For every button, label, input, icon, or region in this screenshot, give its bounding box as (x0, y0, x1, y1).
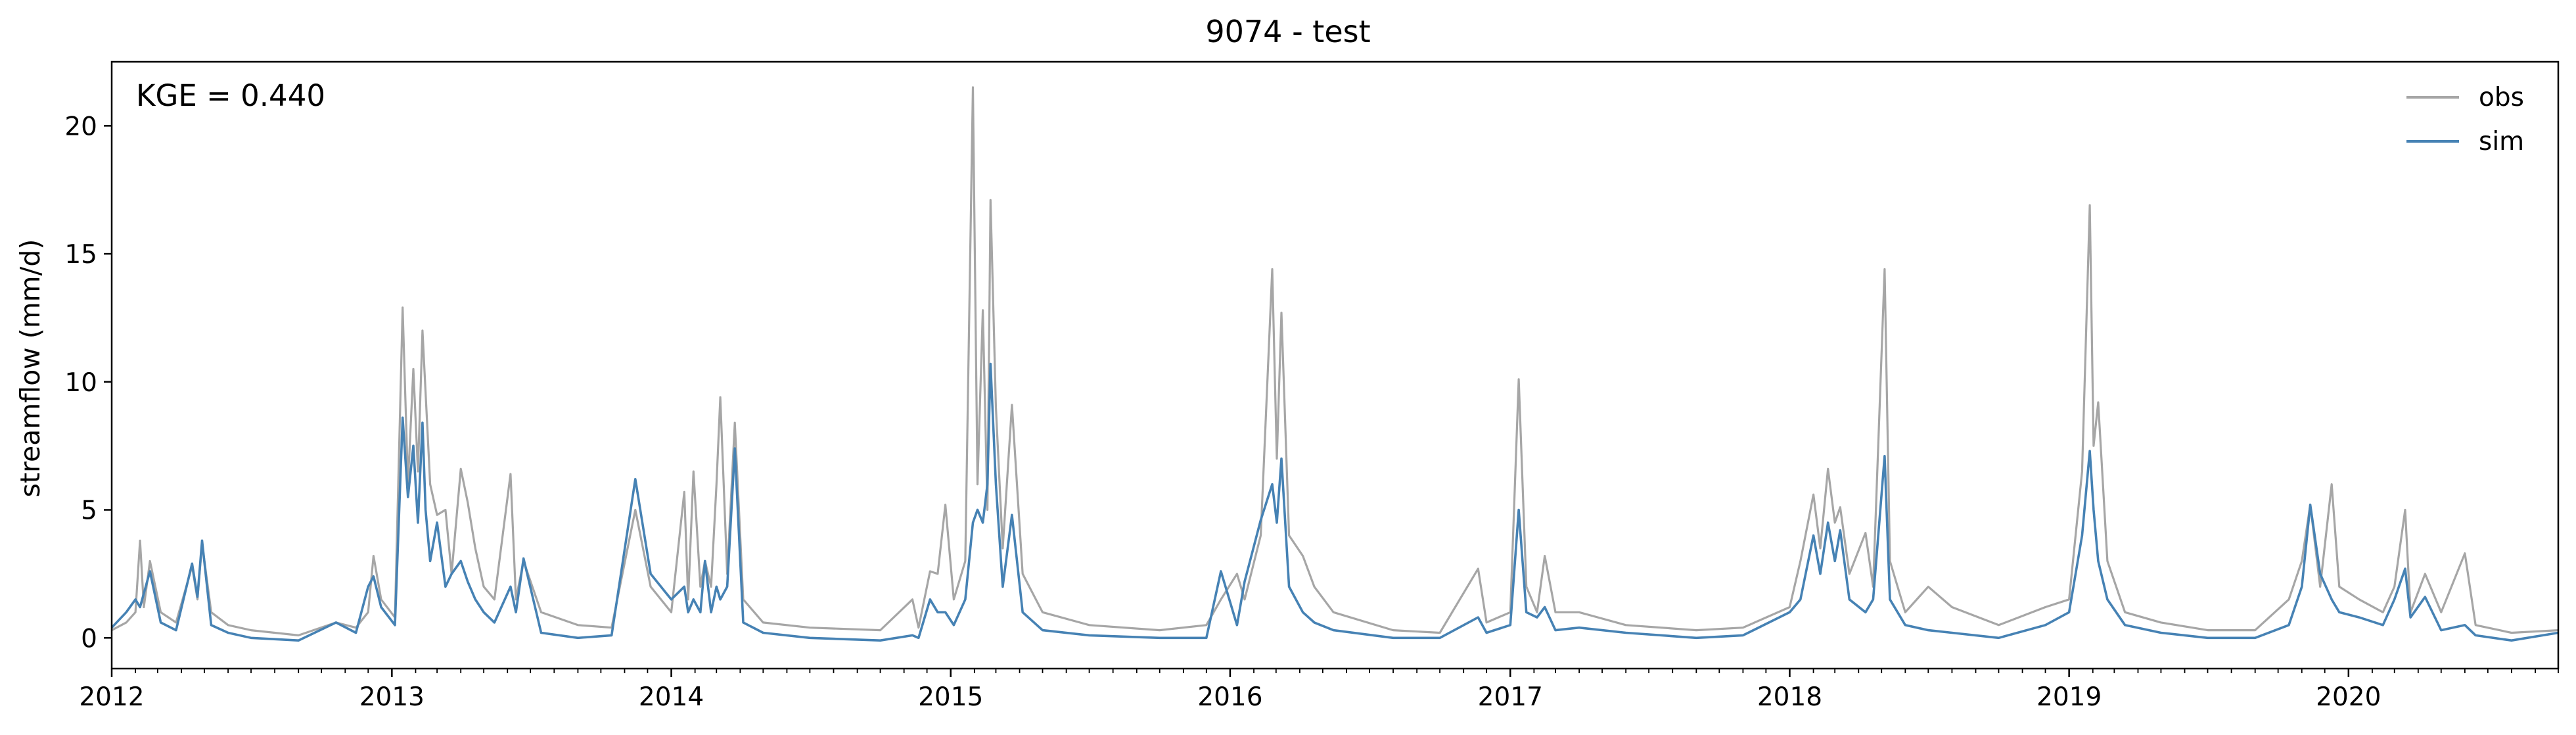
x-tick-label: 2015 (918, 682, 983, 712)
x-tick-label: 2018 (1757, 682, 1822, 712)
plot-frame (110, 60, 2560, 670)
chart-title: 9074 - test (1205, 14, 1370, 49)
x-tick-label: 2016 (1197, 682, 1262, 712)
legend: obs sim (2406, 83, 2524, 156)
kge-annotation: KGE = 0.440 (136, 78, 325, 113)
y-axis-ticks: 0 5 10 15 20 (64, 112, 112, 653)
plot-area (110, 86, 2559, 642)
legend-obs-label: obs (2479, 83, 2524, 112)
x-axis-ticks: 2012 2013 2014 2015 2016 2017 2018 2019 2020 (79, 669, 2559, 712)
y-axis-label: streamflow (mm/d) (14, 239, 46, 498)
legend-sim-label: sim (2479, 127, 2524, 156)
obs-series-line (111, 86, 2559, 636)
y-tick-label: 0 (81, 624, 97, 653)
x-tick-label: 2012 (79, 682, 144, 712)
x-tick-label: 2020 (2316, 682, 2381, 712)
y-tick-label: 15 (64, 240, 97, 270)
x-tick-label: 2014 (639, 682, 704, 712)
y-tick-label: 5 (81, 496, 97, 526)
x-tick-label: 2013 (359, 682, 425, 712)
x-tick-label: 2017 (1478, 682, 1543, 712)
y-tick-label: 10 (64, 368, 97, 398)
x-tick-label: 2019 (2036, 682, 2102, 712)
sim-series-line (110, 362, 2559, 642)
y-tick-label: 20 (64, 112, 97, 141)
